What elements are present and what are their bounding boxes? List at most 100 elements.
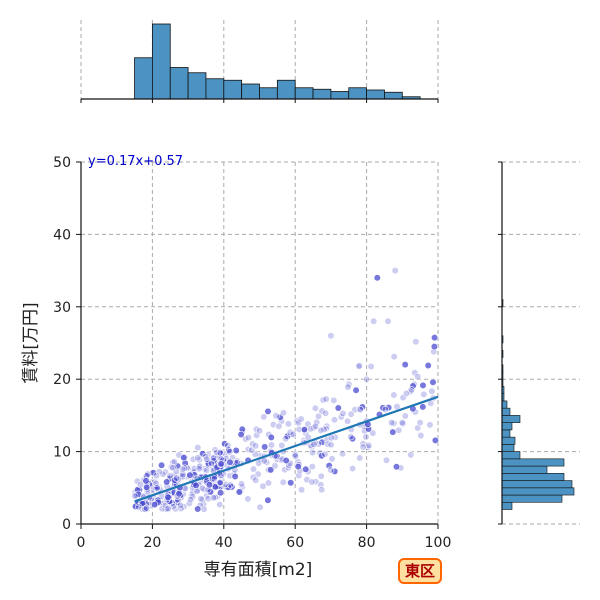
scatter-point <box>175 490 183 498</box>
scatter-point <box>192 481 200 490</box>
main-grid <box>80 161 439 525</box>
y-tick-label: 50 <box>53 155 71 171</box>
scatter-point <box>311 422 320 430</box>
scatter-point <box>393 403 401 411</box>
y-hist-bar <box>501 473 565 481</box>
scatter-point <box>161 468 169 476</box>
x-hist-bar <box>276 79 296 100</box>
scatter-point <box>135 503 143 511</box>
scatter-point <box>153 484 161 492</box>
scatter-point <box>401 361 409 369</box>
scatter-point <box>158 461 166 469</box>
scatter-point <box>189 455 197 463</box>
scatter-point <box>134 490 142 498</box>
scatter-point <box>267 466 275 474</box>
y-axis-label: 賃料[万円] <box>21 302 41 383</box>
scatter-point <box>345 380 353 388</box>
scatter-point <box>390 391 398 399</box>
scatter-point <box>180 454 188 462</box>
scatter-point <box>252 476 260 484</box>
scatter-point <box>402 389 411 398</box>
scatter-point <box>308 478 316 486</box>
y-hist-bar <box>501 407 511 416</box>
scatter-point <box>186 471 194 479</box>
scatter-point <box>181 464 189 472</box>
scatter-point <box>313 418 321 427</box>
y-hist-bar <box>501 501 513 510</box>
scatter-point <box>205 481 213 489</box>
scatter-point <box>419 403 427 411</box>
scatter-point <box>401 412 409 420</box>
scatter-point <box>355 362 363 370</box>
scatter-point <box>373 274 381 282</box>
scatter-point <box>244 434 252 442</box>
scatter-point <box>390 353 398 361</box>
scatter-point <box>256 503 264 511</box>
y-hist-bar <box>501 494 563 503</box>
x-hist-bar <box>312 88 332 100</box>
scatter-point <box>392 463 401 471</box>
scatter-point <box>325 462 333 470</box>
scatter-point <box>331 467 339 476</box>
scatter-point <box>323 436 331 444</box>
scatter-point <box>339 450 347 458</box>
scatter-point <box>321 450 329 458</box>
y-hist-bar <box>501 400 508 409</box>
scatter-point <box>216 449 224 457</box>
scatter-point <box>249 465 258 473</box>
scatter-point <box>287 479 295 487</box>
scatter-point <box>216 501 224 509</box>
x-axis-label: 専有面積[m2] <box>204 560 313 580</box>
scatter-point <box>256 427 264 435</box>
scatter-point <box>197 495 205 503</box>
scatter-point <box>407 386 416 394</box>
scatter-point <box>171 476 179 484</box>
scatter-point <box>224 442 232 450</box>
scatter-point <box>388 419 396 427</box>
scatter-point <box>367 362 375 371</box>
y-hist-bar <box>501 480 573 489</box>
scatter-point <box>224 483 232 491</box>
scatter-point <box>420 390 428 399</box>
scatter-point <box>289 430 297 438</box>
scatter-point <box>365 441 373 450</box>
scatter-points <box>131 267 440 514</box>
y-tick-label: 30 <box>53 300 71 316</box>
scatter-point <box>281 466 289 474</box>
scatter-point <box>207 459 215 468</box>
scatter-point <box>431 334 439 342</box>
scatter-point <box>195 465 203 473</box>
scatter-point <box>244 495 252 503</box>
scatter-point <box>407 451 415 459</box>
scatter-point <box>330 396 338 405</box>
scatter-point <box>297 415 305 423</box>
x-hist-bar <box>294 87 314 100</box>
x-tick-label: 0 <box>77 535 86 551</box>
scatter-point <box>142 504 150 512</box>
scatter-point <box>317 426 325 435</box>
scatter-point <box>284 464 293 472</box>
scatter-point <box>370 317 378 325</box>
scatter-point <box>369 429 377 437</box>
y-tick-label: 20 <box>53 372 71 388</box>
y-hist-bar <box>501 444 515 452</box>
scatter-point <box>398 419 406 427</box>
scatter-point <box>279 409 288 417</box>
scatter-point <box>209 494 217 502</box>
x-hist-bar <box>348 87 368 100</box>
scatter-point <box>362 433 370 441</box>
scatter-point <box>131 492 139 500</box>
x-marginal-histogram <box>80 20 439 103</box>
scatter-point <box>164 493 172 501</box>
scatter-point <box>430 343 439 351</box>
scatter-point <box>384 317 392 325</box>
x-hist-bar <box>134 57 153 100</box>
scatter-point <box>217 489 225 497</box>
scatter-point <box>327 441 335 449</box>
scatter-point <box>226 458 234 466</box>
scatter-point <box>417 431 425 440</box>
scatter-point <box>237 480 246 488</box>
scatter-point <box>259 482 267 490</box>
scatter-point <box>344 383 352 391</box>
scatter-point <box>419 381 427 390</box>
